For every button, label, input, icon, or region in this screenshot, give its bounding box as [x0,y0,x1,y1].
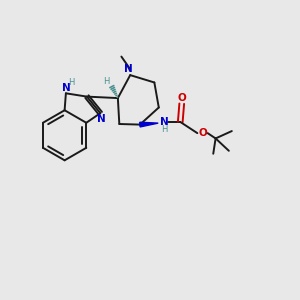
Text: O: O [177,93,186,103]
Text: N: N [160,117,169,127]
Polygon shape [140,122,158,127]
Text: N: N [124,64,133,74]
Text: H: H [103,76,110,85]
Text: N: N [97,114,105,124]
Text: N: N [62,83,71,93]
Text: O: O [199,128,208,138]
Text: H: H [68,78,74,87]
Text: H: H [161,125,167,134]
